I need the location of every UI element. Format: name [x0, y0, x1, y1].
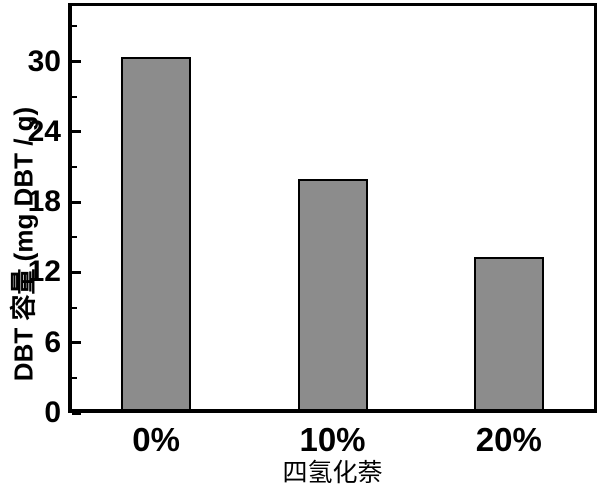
- bar-10%: [297, 178, 368, 409]
- y-minor-tick: [72, 25, 77, 28]
- y-tick-label: 12: [27, 255, 61, 289]
- y-minor-tick: [72, 306, 77, 309]
- y-minor-tick: [72, 236, 77, 239]
- y-major-tick: [72, 60, 81, 64]
- y-minor-tick: [72, 95, 77, 98]
- x-tick-label: 10%: [299, 421, 366, 458]
- y-tick-label: 18: [27, 185, 61, 219]
- y-minor-tick: [72, 376, 77, 379]
- y-axis-title: DBT 容量 (mg DBT / g): [8, 106, 39, 382]
- y-tick-label: 24: [27, 114, 61, 148]
- plot-frame: [68, 3, 597, 413]
- y-major-tick: [72, 200, 81, 204]
- y-minor-tick: [72, 166, 77, 168]
- y-major-tick: [72, 270, 81, 274]
- y-major-tick: [72, 411, 81, 415]
- x-axis-title: 四氢化萘: [282, 459, 383, 487]
- y-major-tick: [72, 130, 81, 134]
- y-tick-label: 0: [44, 396, 61, 429]
- x-tick-label: 0%: [132, 421, 180, 458]
- x-tick-label: 20%: [475, 421, 542, 458]
- y-major-tick: [72, 341, 81, 345]
- y-tick-label: 6: [44, 325, 61, 359]
- y-tick-label: 30: [27, 44, 61, 78]
- bar-20%: [473, 257, 544, 409]
- bar-0%: [121, 56, 192, 409]
